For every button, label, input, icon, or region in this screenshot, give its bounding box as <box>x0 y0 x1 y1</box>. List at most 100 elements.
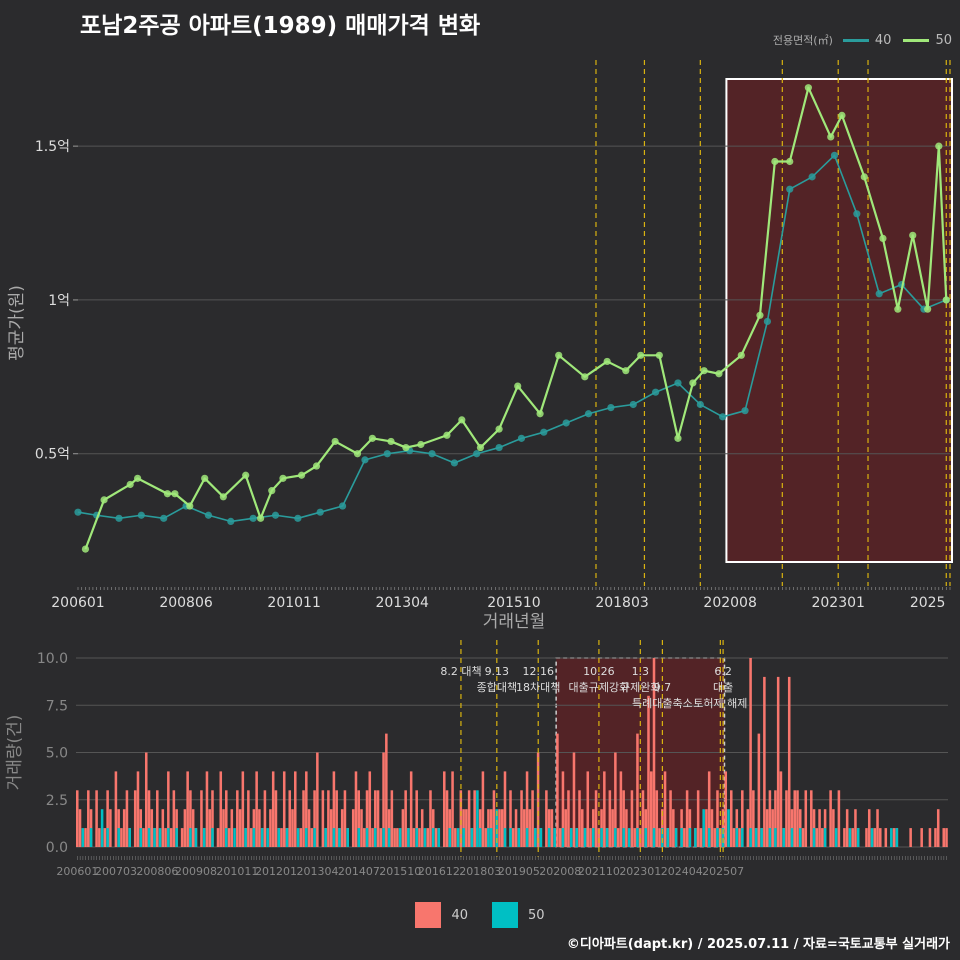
point-50-37 <box>737 351 745 359</box>
x-axis-title: 거래년월 <box>483 612 546 632</box>
y-axis-title: 평균가(원) <box>7 285 27 361</box>
volume-bar-50 <box>890 828 893 847</box>
point-50-40 <box>786 157 794 166</box>
volume-bar-40 <box>586 771 590 847</box>
volume-bar-50 <box>211 828 214 847</box>
volume-bar-40 <box>291 809 294 847</box>
volume-bar-40 <box>818 809 821 847</box>
volume-bar-50 <box>225 828 228 847</box>
point-50-3 <box>134 474 142 482</box>
volume-bar-50 <box>636 828 639 847</box>
point-50-32 <box>655 351 663 359</box>
volume-bar-40 <box>426 828 429 847</box>
volume-bar-40 <box>365 790 369 847</box>
point-50-6 <box>186 502 194 510</box>
volume-bar-40 <box>614 752 617 847</box>
footer-credit: ©디아파트(dapt.kr) / 2025.07.11 / 자료=국토교통부 실… <box>566 937 950 952</box>
policy-label-1-0: 9.13 <box>485 665 510 678</box>
x-tick-label-7: 202301 <box>811 595 864 611</box>
volume-bar-50 <box>534 828 537 847</box>
legend-label-40: 40 <box>874 32 892 48</box>
volume-bar-40 <box>638 828 642 847</box>
volume-bar-40 <box>396 828 399 847</box>
volume-bar-40 <box>713 828 716 847</box>
volume-bar-40 <box>78 809 82 847</box>
volume-bar-50 <box>666 828 670 847</box>
point-50-27 <box>555 351 563 359</box>
volume-bar-50 <box>407 828 410 847</box>
volume-bar-50 <box>575 828 579 847</box>
legend-title: 전용면적(㎡) <box>772 34 833 47</box>
policy-label-3-0: 10.26 <box>583 665 615 678</box>
volume-bar-40 <box>942 828 946 847</box>
point-50-12 <box>279 474 287 482</box>
volume-bar-40 <box>307 809 311 847</box>
volume-bar-40 <box>459 790 463 847</box>
volume-bar-50 <box>509 828 512 847</box>
volume-bar-40 <box>735 809 739 847</box>
volume-bar-50 <box>117 828 120 847</box>
volume-bar-40 <box>768 790 772 847</box>
volume-bar-40 <box>451 771 454 847</box>
volume-bar-40 <box>186 771 189 847</box>
volume-bar-40 <box>252 809 256 847</box>
point-40-29 <box>719 413 727 421</box>
volume-bar-50 <box>652 828 656 847</box>
volume-legend-swatch-50 <box>492 902 518 928</box>
point-50-5 <box>171 490 179 498</box>
point-40-30 <box>741 407 749 415</box>
volume-bar-40 <box>821 828 824 847</box>
volume-bar-50 <box>387 828 391 847</box>
volume-bar-50 <box>870 828 874 847</box>
volume-bar-40 <box>139 809 143 847</box>
volume-bar-40 <box>282 771 286 847</box>
volume-bar-40 <box>512 828 515 847</box>
vol-y-tick-label-3: 7.5 <box>46 698 68 714</box>
legend-swatch-50 <box>903 38 930 42</box>
volume-bar-40 <box>448 809 452 847</box>
volume-bar-40 <box>393 828 396 847</box>
volume-bar-40 <box>920 828 923 847</box>
vol-y-tick-label-4: 10.0 <box>37 651 68 667</box>
volume-bar-40 <box>136 771 140 847</box>
volume-bar-40 <box>467 790 471 847</box>
volume-bar-40 <box>528 809 532 847</box>
volume-bar-40 <box>89 809 93 847</box>
volume-bar-50 <box>694 828 697 847</box>
point-40-9 <box>271 511 280 519</box>
volume-bar-40 <box>313 790 316 847</box>
volume-bar-50 <box>856 828 860 847</box>
volume-bar-40 <box>327 790 330 847</box>
volume-bar-40 <box>884 828 888 847</box>
volume-bar-40 <box>851 828 854 847</box>
volume-bar-40 <box>125 790 129 847</box>
volume-bar-40 <box>790 809 794 847</box>
volume-bar-50 <box>233 828 236 847</box>
point-50-30 <box>622 367 630 375</box>
vol-x-tick-label-2: 200806 <box>136 865 178 878</box>
volume-bar-40 <box>655 790 659 847</box>
volume-bar-50 <box>194 828 198 847</box>
point-50-1 <box>100 496 108 504</box>
x-tick-label-6: 202008 <box>703 595 756 611</box>
point-50-17 <box>368 434 376 442</box>
volume-bar-40 <box>249 828 253 847</box>
volume-bar-40 <box>603 771 606 847</box>
policy-label-5-1: 9.7 <box>654 681 672 694</box>
volume-bar-40 <box>431 809 435 847</box>
volume-bar-50 <box>487 828 490 847</box>
volume-bar-40 <box>255 771 258 847</box>
volume-bar-40 <box>305 771 308 847</box>
volume-bar-40 <box>310 828 314 847</box>
point-50-41 <box>804 84 812 92</box>
volume-bar-40 <box>147 790 151 847</box>
point-50-34 <box>689 379 697 387</box>
volume-bar-40 <box>288 790 292 847</box>
point-40-6 <box>204 511 213 519</box>
volume-bar-40 <box>578 790 581 847</box>
volume-bar-40 <box>164 828 167 847</box>
point-50-4 <box>163 490 172 498</box>
volume-bar-40 <box>619 771 623 847</box>
volume-bar-40 <box>680 809 683 847</box>
